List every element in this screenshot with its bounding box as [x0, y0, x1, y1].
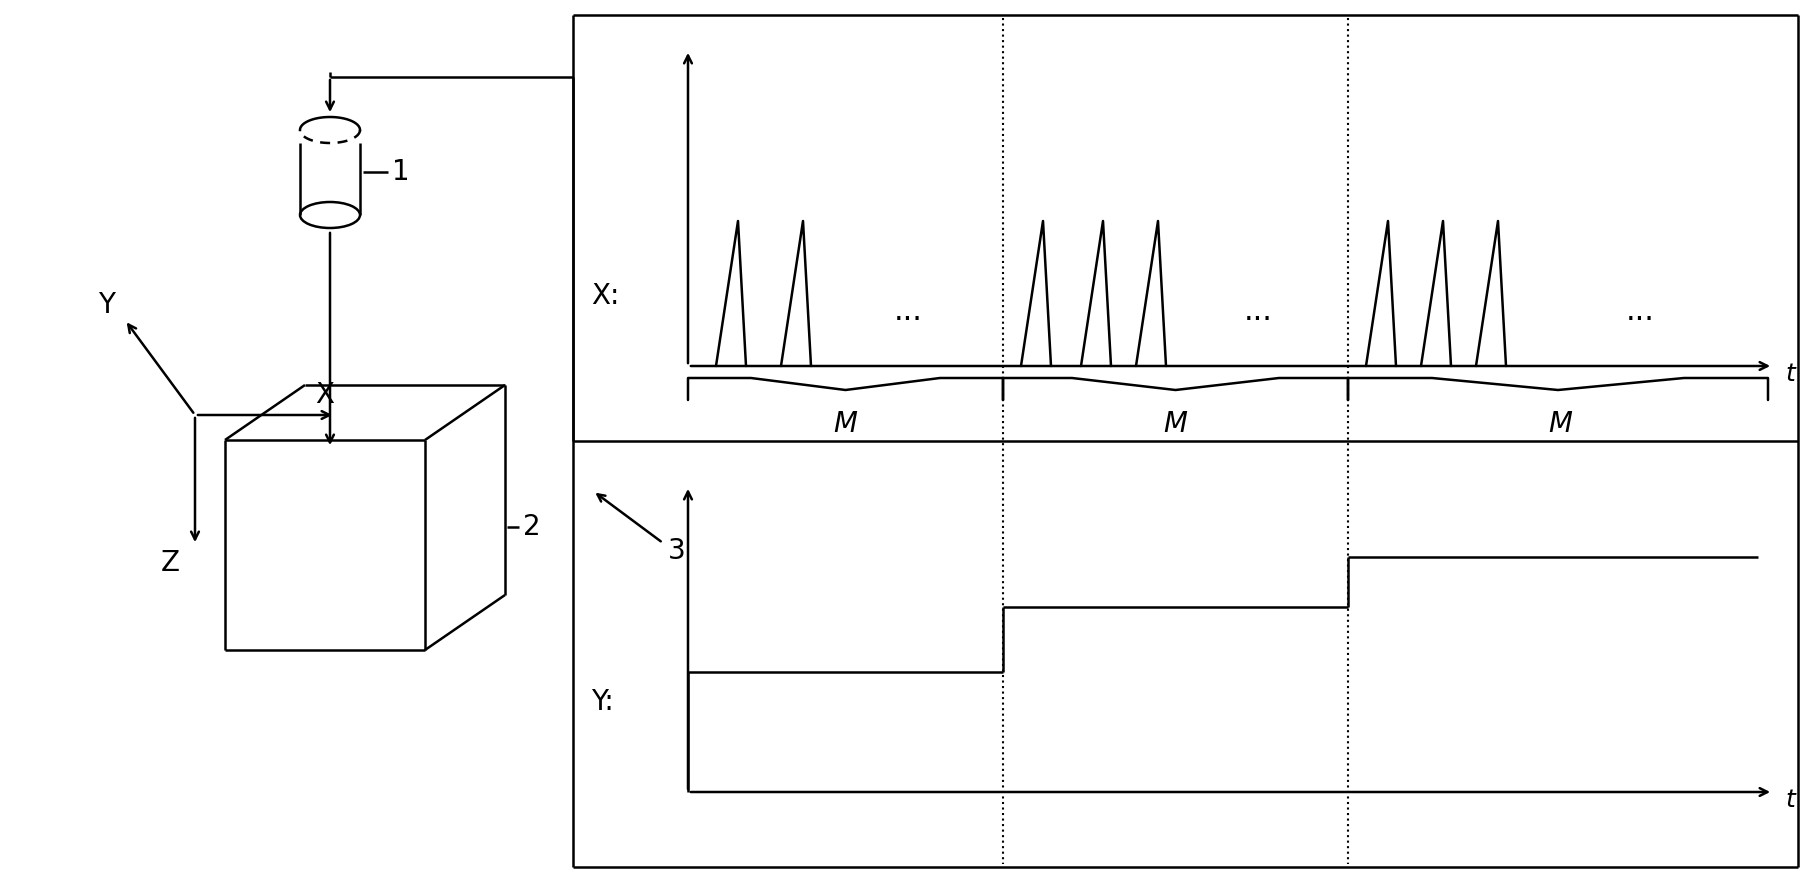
- Text: Z: Z: [161, 549, 179, 577]
- Text: 3: 3: [667, 537, 685, 565]
- Text: ...: ...: [894, 296, 923, 325]
- Text: t: t: [1786, 788, 1795, 812]
- Text: ...: ...: [1626, 296, 1655, 325]
- Text: Y: Y: [98, 291, 116, 319]
- Text: M: M: [1164, 410, 1188, 438]
- Text: M: M: [1548, 410, 1572, 438]
- Text: 2: 2: [522, 513, 540, 541]
- Text: Y:: Y:: [591, 688, 615, 716]
- Text: ...: ...: [1244, 296, 1273, 325]
- Text: 1: 1: [392, 158, 410, 186]
- Text: M: M: [834, 410, 858, 438]
- Text: X: X: [315, 381, 335, 409]
- Text: t: t: [1786, 362, 1795, 386]
- Text: X:: X:: [591, 282, 620, 310]
